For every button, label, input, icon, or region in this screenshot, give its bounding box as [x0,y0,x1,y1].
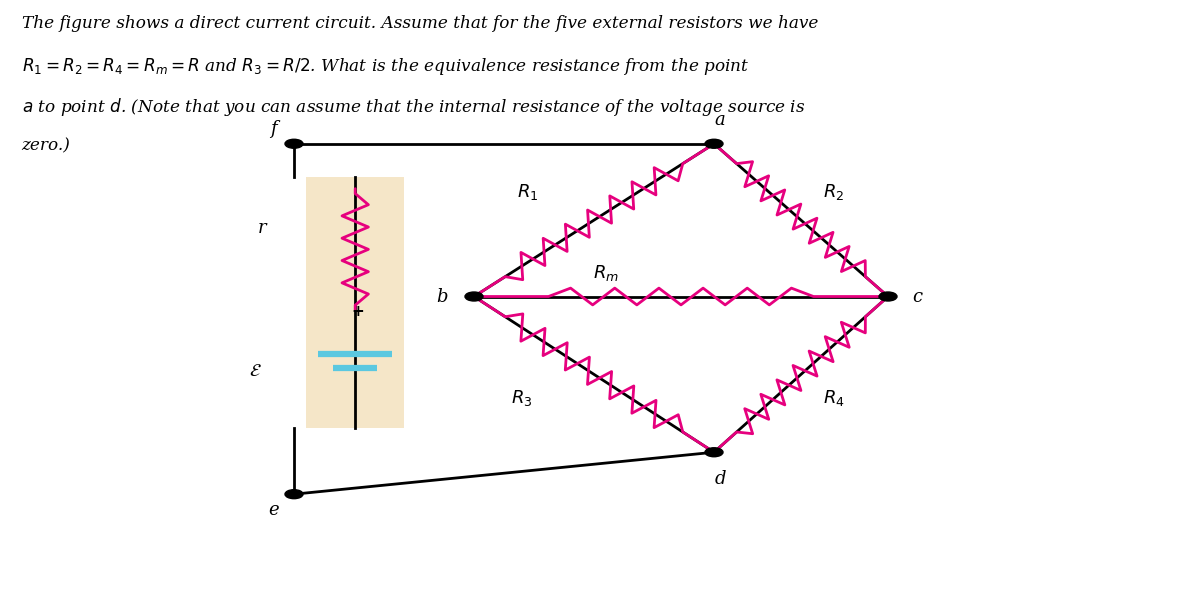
Circle shape [286,139,302,148]
Text: $a$ to point $d$. (Note that you can assume that the internal resistance of the : $a$ to point $d$. (Note that you can ass… [22,96,805,119]
Circle shape [466,292,482,301]
Text: +: + [352,304,364,319]
Circle shape [706,139,722,148]
Circle shape [706,448,722,456]
Text: zero.): zero.) [22,137,71,154]
Text: $\mathcal{E}$: $\mathcal{E}$ [250,362,262,380]
Text: $R_4$: $R_4$ [823,388,845,409]
Text: $R_3$: $R_3$ [511,388,533,409]
Text: $R_1 = R_2 = R_4 = R_m = R$ and $R_3 = R/2$. What is the equivalence resistance : $R_1 = R_2 = R_4 = R_m = R$ and $R_3 = R… [22,56,749,77]
Text: $R_1$: $R_1$ [517,181,539,202]
Text: The figure shows a direct current circuit. Assume that for the five external res: The figure shows a direct current circui… [22,15,818,32]
Circle shape [878,292,898,301]
Text: d: d [714,470,726,488]
Text: f: f [270,120,277,138]
Circle shape [286,490,302,498]
Text: $R_2$: $R_2$ [823,181,845,202]
Text: c: c [912,288,922,305]
Text: $R_m$: $R_m$ [593,262,619,283]
Text: b: b [436,288,448,305]
Text: e: e [269,501,278,519]
Bar [306,177,404,428]
Text: r: r [257,219,266,237]
Text: a: a [715,111,725,129]
